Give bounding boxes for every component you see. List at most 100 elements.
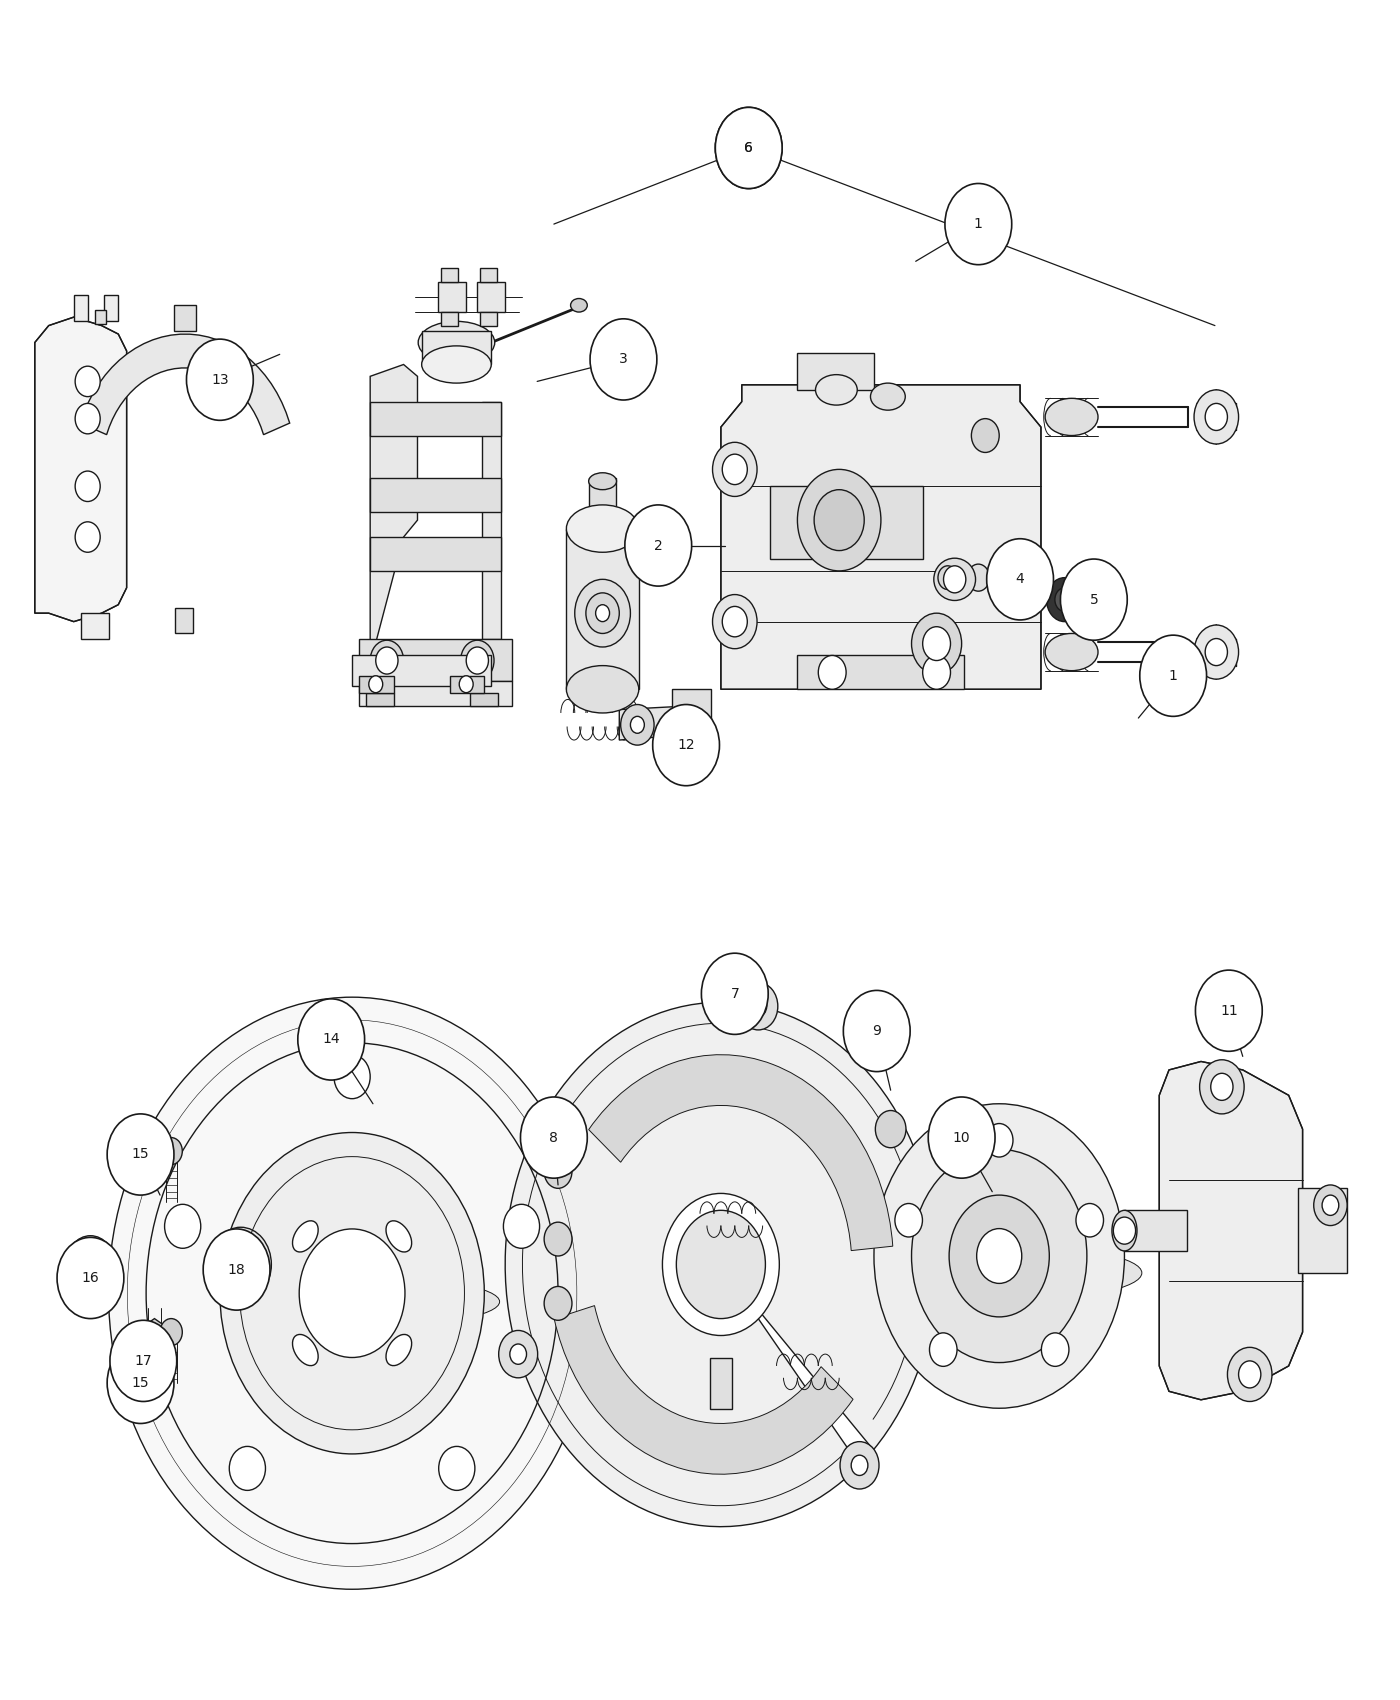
Polygon shape (80, 335, 290, 435)
Bar (370, 401, 501, 435)
Bar (441, 269, 458, 282)
Ellipse shape (386, 1334, 412, 1365)
Circle shape (144, 1331, 164, 1355)
Text: 11: 11 (1219, 1003, 1238, 1018)
Circle shape (739, 983, 778, 1030)
Circle shape (1313, 1185, 1347, 1226)
Text: 4: 4 (1016, 573, 1025, 586)
Circle shape (1077, 1204, 1103, 1238)
Circle shape (76, 366, 101, 396)
Circle shape (713, 595, 757, 649)
Circle shape (676, 1210, 766, 1319)
Bar (441, 313, 458, 326)
Circle shape (851, 1455, 868, 1476)
Circle shape (945, 184, 1012, 265)
Bar (174, 306, 196, 332)
Text: 8: 8 (549, 1130, 559, 1144)
Circle shape (466, 648, 489, 675)
Circle shape (160, 1137, 182, 1164)
Text: 9: 9 (872, 1023, 881, 1039)
Circle shape (630, 716, 644, 733)
Circle shape (874, 1103, 1124, 1408)
Circle shape (1239, 1362, 1261, 1387)
Circle shape (298, 1000, 364, 1080)
Circle shape (949, 1195, 1050, 1318)
Text: 15: 15 (132, 1148, 150, 1161)
Circle shape (840, 1442, 879, 1489)
Text: 2: 2 (654, 539, 662, 552)
Bar (480, 269, 497, 282)
Circle shape (1205, 403, 1228, 430)
Circle shape (972, 418, 1000, 452)
Circle shape (937, 1236, 965, 1270)
Polygon shape (137, 1319, 171, 1367)
Circle shape (504, 1204, 539, 1248)
Circle shape (108, 1343, 174, 1423)
Ellipse shape (871, 382, 906, 410)
Circle shape (1194, 626, 1239, 678)
Circle shape (1060, 559, 1127, 641)
Bar (567, 529, 638, 689)
Bar (480, 313, 497, 326)
Bar (74, 296, 88, 321)
Circle shape (232, 1255, 249, 1275)
Circle shape (1042, 1333, 1070, 1367)
Circle shape (750, 996, 767, 1017)
Ellipse shape (588, 473, 616, 490)
Circle shape (57, 1238, 123, 1319)
Circle shape (589, 320, 657, 400)
Ellipse shape (386, 1221, 412, 1251)
Polygon shape (71, 1239, 109, 1294)
Circle shape (461, 641, 494, 680)
Circle shape (722, 607, 748, 638)
Bar (351, 656, 491, 685)
Text: 14: 14 (322, 1032, 340, 1047)
Polygon shape (35, 318, 126, 622)
Bar (710, 1358, 732, 1409)
Circle shape (230, 1447, 266, 1491)
Circle shape (76, 471, 101, 501)
Bar (175, 609, 193, 634)
Bar (798, 656, 965, 689)
Bar (470, 692, 498, 706)
Circle shape (76, 403, 101, 434)
Bar (1124, 1210, 1187, 1251)
Ellipse shape (1046, 634, 1098, 672)
Circle shape (818, 656, 846, 689)
Circle shape (510, 1345, 526, 1365)
Circle shape (928, 1096, 995, 1178)
Circle shape (459, 677, 473, 692)
Circle shape (1113, 1217, 1135, 1244)
Circle shape (1322, 1195, 1338, 1216)
Circle shape (895, 1204, 923, 1238)
Circle shape (438, 1447, 475, 1491)
Circle shape (1228, 1348, 1273, 1401)
Text: 12: 12 (678, 738, 694, 751)
Circle shape (1200, 1059, 1245, 1114)
Bar (370, 537, 501, 571)
Circle shape (930, 1333, 958, 1367)
Bar (477, 282, 505, 313)
Text: 6: 6 (745, 141, 753, 155)
Circle shape (108, 1114, 174, 1195)
Text: 18: 18 (228, 1263, 245, 1277)
Wedge shape (505, 1003, 937, 1527)
Bar (358, 680, 512, 705)
Circle shape (986, 1124, 1014, 1158)
Bar (358, 639, 512, 680)
Text: 1: 1 (974, 218, 983, 231)
Circle shape (715, 107, 783, 189)
Circle shape (911, 1149, 1086, 1363)
Bar (365, 692, 393, 706)
Circle shape (944, 566, 966, 593)
Polygon shape (672, 688, 711, 760)
Ellipse shape (567, 505, 638, 552)
Circle shape (78, 1251, 104, 1282)
Text: 13: 13 (211, 372, 228, 386)
Bar (588, 478, 616, 508)
Text: 17: 17 (134, 1353, 153, 1368)
Circle shape (798, 469, 881, 571)
Wedge shape (588, 1054, 893, 1251)
Circle shape (160, 1319, 182, 1346)
Circle shape (220, 1132, 484, 1454)
